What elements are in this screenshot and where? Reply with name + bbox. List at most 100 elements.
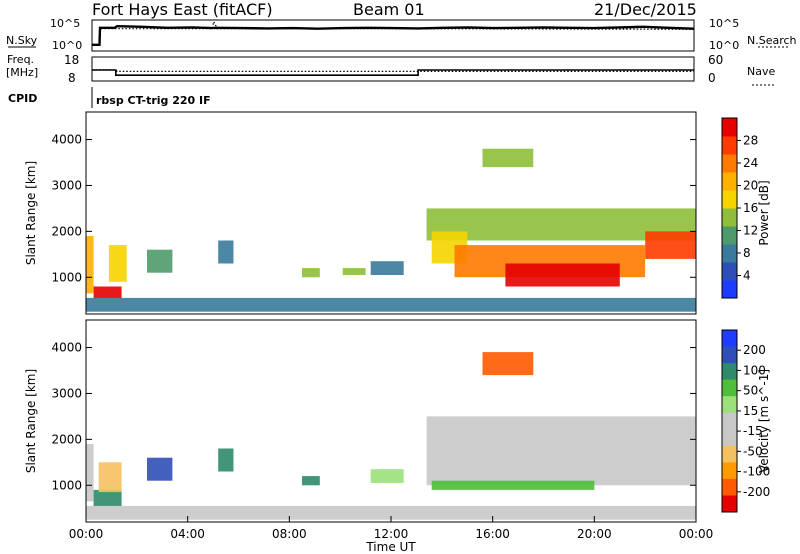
velocity-colorbar: 200 100 50 15 -15 -50 -100 -200 [721, 329, 770, 513]
velocity-colorbar-label-2: 50 [743, 384, 758, 398]
velocity-ylabel: Slant Range [km] [24, 369, 38, 473]
power-colorbar-bin-6 [722, 172, 737, 191]
velocity-colorbar-bin-0 [722, 330, 737, 347]
time-axis-label: Time UT [365, 540, 416, 554]
power-panel-frame [85, 111, 697, 315]
frequency-panel: Freq. [MHz] 18 8 60 0 Nave [6, 53, 776, 86]
velocity-cell-10 [86, 505, 696, 520]
noise-right-label: N.Search [747, 34, 797, 47]
noise-right-tick-bottom: 10^0 [709, 39, 739, 52]
noise-left-label: N.Sky [6, 34, 38, 47]
velocity-ytick-label-0: 1000 [51, 478, 82, 492]
power-colorbar-bin-3 [722, 226, 737, 245]
velocity-colorbar-bin-6 [722, 429, 737, 447]
power-heatmap [86, 148, 696, 312]
noise-panel: N.Sky 10^5 10^0 10^5 10^0 N.Search [6, 17, 797, 52]
velocity-cell-9 [482, 352, 534, 376]
velocity-colorbar-bin-5 [722, 412, 737, 430]
power-colorbar-bin-0 [722, 280, 737, 299]
xtick-label-1: 04:00 [170, 527, 205, 541]
velocity-colorbar-label: Velocity [m s^-1] [757, 369, 771, 473]
power-cell-3 [147, 249, 173, 273]
power-cell-0 [86, 236, 94, 294]
power-cell-12 [645, 231, 696, 259]
frequency-series [92, 69, 694, 76]
velocity-colorbar-bin-10 [722, 495, 737, 513]
velocity-colorbar-bin-3 [722, 379, 737, 397]
freq-left-unit: [MHz] [6, 66, 38, 79]
power-yticks: 1000 2000 3000 4000 [51, 133, 696, 284]
velocity-xticks: 00:00 04:00 08:00 12:00 16:00 20:00 00:00 [69, 516, 714, 541]
noise-panel-frame [91, 19, 695, 52]
date-title: 21/Dec/2015 [594, 0, 697, 19]
power-ytick-label-2: 3000 [51, 178, 82, 192]
power-colorbar-label-3: 16 [743, 201, 758, 215]
velocity-cell-7 [426, 416, 696, 486]
velocity-colorbar-bin-9 [722, 478, 737, 496]
power-colorbar-label-5: 8 [743, 246, 751, 260]
power-cell-7 [370, 261, 404, 275]
power-cell-11 [505, 263, 620, 287]
power-colorbar-bin-5 [722, 190, 737, 209]
power-colorbar-bin-9 [722, 118, 737, 137]
velocity-cell-3 [147, 457, 173, 481]
power-ytick-label-1: 2000 [51, 224, 82, 238]
power-ytick-label-3: 4000 [51, 133, 82, 147]
velocity-colorbar-bin-2 [722, 363, 737, 381]
velocity-panel: 1000 2000 3000 4000 00:00 04:00 08:00 12:00 16:… [24, 319, 771, 554]
velocity-colorbar-label-0: 200 [743, 343, 766, 357]
freq-left-tick-bottom: 8 [68, 71, 76, 85]
velocity-cell-1 [93, 489, 122, 506]
noise-series [92, 19, 695, 46]
velocity-ytick-label-1: 2000 [51, 432, 82, 446]
velocity-cell-0 [86, 444, 94, 502]
velocity-cell-6 [370, 469, 404, 483]
frequency-series-1 [92, 69, 694, 73]
noise-right-tick-top: 10^5 [709, 17, 739, 30]
velocity-colorbar-label-4: -15 [743, 424, 763, 438]
freq-right-tick-bottom: 0 [708, 71, 716, 85]
xtick-label-3: 12:00 [374, 527, 409, 541]
power-colorbar-label: Power [dB] [757, 180, 771, 245]
power-colorbar-bin-1 [722, 262, 737, 281]
velocity-colorbar-bin-4 [722, 396, 737, 414]
power-colorbar-bin-7 [722, 154, 737, 173]
power-cell-13 [482, 148, 534, 168]
velocity-cell-4 [218, 448, 234, 472]
velocity-colorbar-bin-8 [722, 462, 737, 480]
power-colorbar-label-0: 28 [743, 134, 758, 148]
freq-left-tick-top: 18 [64, 53, 79, 67]
power-cell-4 [218, 240, 234, 264]
freq-right-tick-top: 60 [708, 53, 723, 67]
cpid-label: CPID [8, 92, 37, 105]
power-colorbar-bin-2 [722, 244, 737, 263]
xtick-label-5: 20:00 [577, 527, 612, 541]
velocity-colorbar-label-1: 100 [743, 363, 766, 377]
velocity-colorbar-bin-7 [722, 445, 737, 463]
velocity-colorbar-bin-1 [722, 346, 737, 364]
xtick-label-0: 00:00 [69, 527, 104, 541]
velocity-yticks: 1000 2000 3000 4000 [51, 341, 696, 492]
velocity-colorbar-frame [721, 329, 738, 513]
station-title: Fort Hays East (fitACF) [92, 0, 273, 19]
velocity-cell-2 [98, 462, 122, 493]
power-colorbar-label-6: 4 [743, 269, 751, 283]
power-colorbar-bin-4 [722, 208, 737, 227]
power-cell-2 [108, 245, 127, 282]
nave-label: Nave [747, 65, 775, 78]
frequency-panel-frame [91, 56, 695, 82]
power-cell-14 [86, 297, 696, 312]
velocity-ytick-label-3: 4000 [51, 341, 82, 355]
freq-left-title: Freq. [7, 53, 34, 66]
noise-left-tick-bottom: 10^0 [52, 39, 82, 52]
noise-series-1 [92, 19, 695, 46]
velocity-heatmap [86, 352, 696, 520]
xtick-label-6: 00:00 [679, 527, 714, 541]
velocity-colorbar-label-6: -100 [743, 465, 770, 479]
power-colorbar-label-2: 20 [743, 179, 758, 193]
power-cell-5 [302, 268, 320, 278]
power-ylabel: Slant Range [km] [24, 161, 38, 265]
velocity-colorbar-label-5: -50 [743, 444, 763, 458]
velocity-cell-8 [431, 480, 595, 490]
